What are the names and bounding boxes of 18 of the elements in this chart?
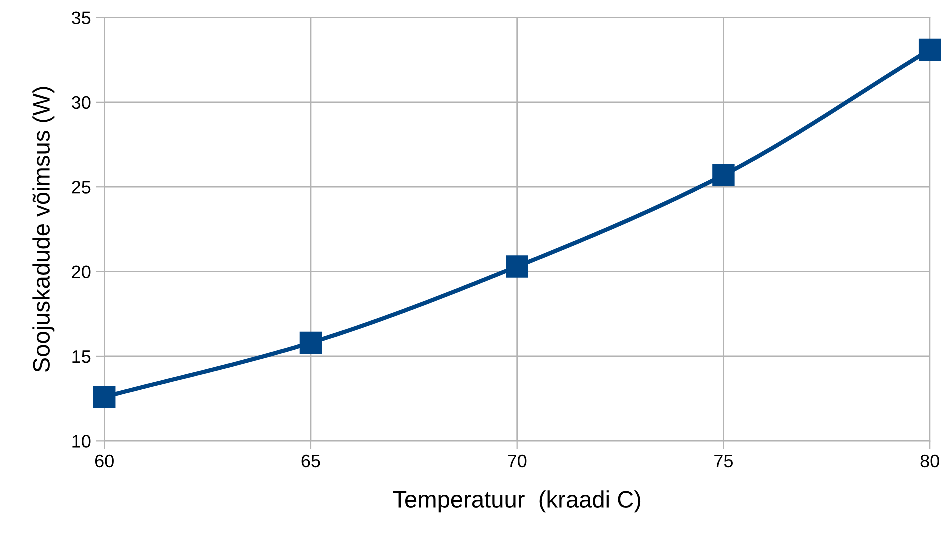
y-tick-label: 20 (72, 266, 91, 279)
x-tick-label: 80 (920, 454, 940, 468)
y-tick-label: 30 (72, 96, 91, 110)
x-tick-label: 60 (95, 454, 114, 468)
point (94, 386, 116, 408)
y-tick-label: 15 (72, 350, 91, 364)
x-axis-title: Temperatuur (kraadi C) (393, 490, 641, 513)
point (300, 332, 322, 354)
point (918, 38, 942, 62)
point (506, 256, 528, 278)
x-tick-label: 75 (714, 455, 733, 468)
x-tick-label: 70 (508, 454, 527, 468)
x-tick-label: 65 (302, 454, 320, 468)
y-tick-label: 10 (72, 435, 91, 448)
point (712, 164, 735, 186)
y-axis-title: Soojuskadude võimsus (W) (32, 87, 55, 372)
y-tick-label: 35 (72, 12, 91, 24)
y-tick-label: 25 (72, 181, 91, 194)
